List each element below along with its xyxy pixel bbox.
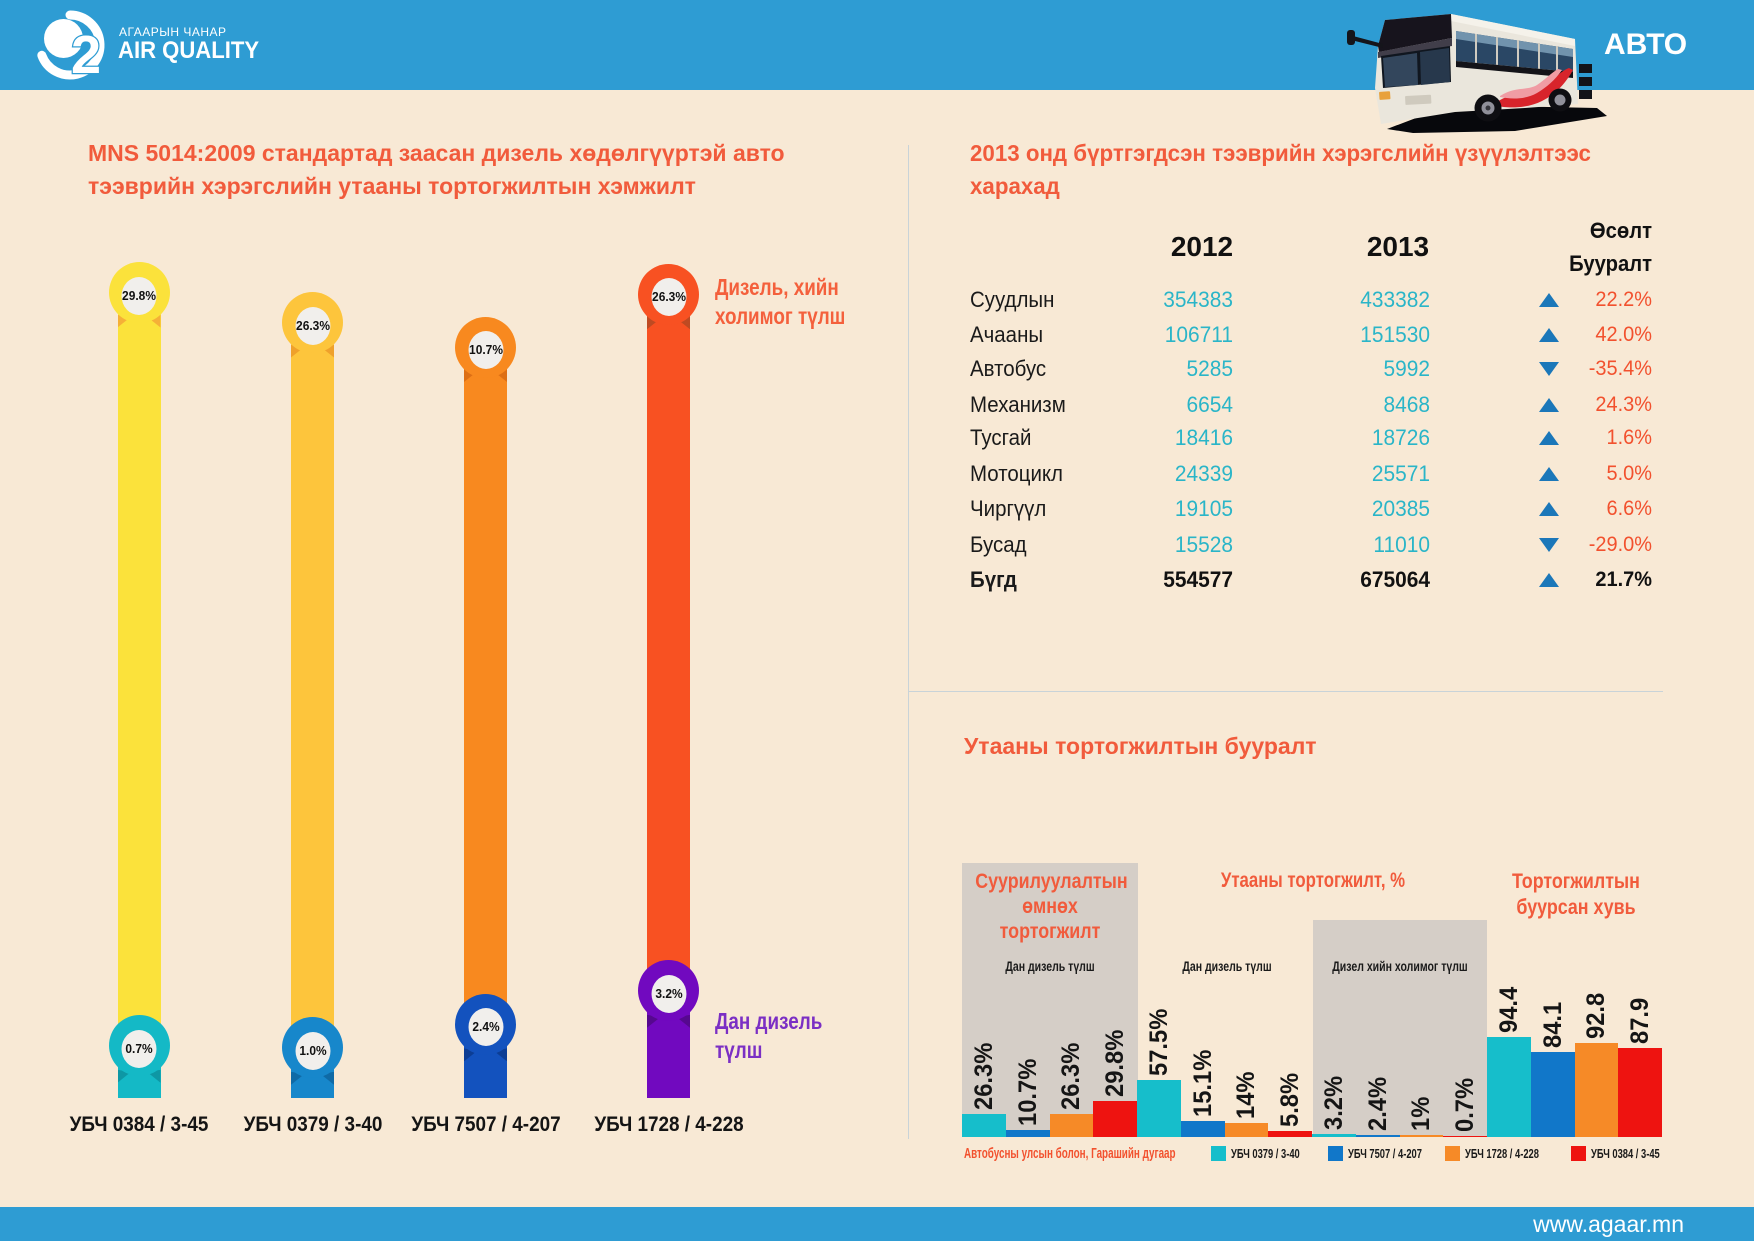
svg-text:2: 2 [71,25,101,85]
